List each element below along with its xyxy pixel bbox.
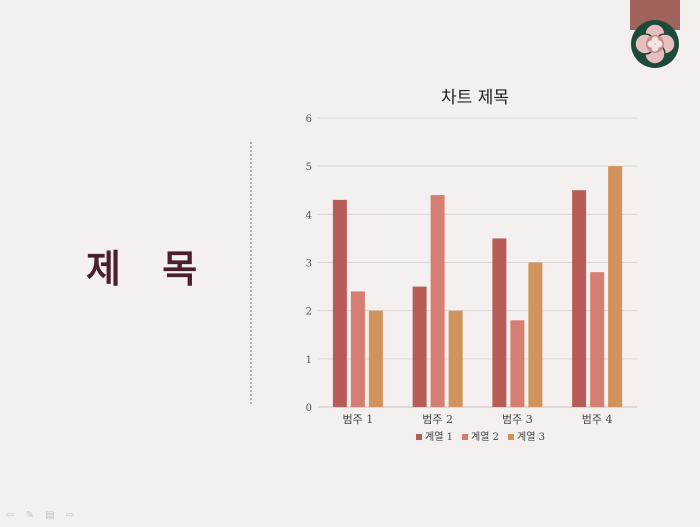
prev-arrow-icon[interactable]: ⇦ [5,510,15,521]
legend-swatch [462,434,468,440]
x-tick-label: 범주 2 [422,413,453,426]
y-tick-label: 0 [306,403,312,414]
y-tick-label: 1 [306,355,312,366]
bar [608,166,623,407]
slide-title: 제 목 [86,247,212,291]
x-tick-label: 범주 1 [343,413,374,426]
bar [430,195,445,407]
y-tick-label: 4 [306,210,312,221]
bar [572,190,587,407]
legend-swatch [508,434,514,440]
y-tick-label: 3 [306,259,312,270]
slideshow-controls: ⇦ ✎ ▤ ⇨ [3,510,77,522]
y-tick-label: 6 [306,114,312,125]
legend-label: 계열 2 [471,431,499,443]
chart-title: 차트 제목 [441,88,509,108]
y-tick-label: 5 [306,162,312,173]
bar [528,262,543,407]
bar [368,310,383,407]
pen-icon[interactable]: ✎ [25,510,35,521]
flower-emblem-icon [630,0,680,68]
next-arrow-icon[interactable]: ⇨ [65,510,75,521]
x-tick-label: 범주 3 [502,413,533,426]
slides-icon[interactable]: ▤ [45,510,55,521]
bar [332,199,347,407]
y-tick-label: 2 [306,307,312,318]
bar [412,286,427,407]
bar [448,310,463,407]
bar [590,272,605,407]
x-tick-label: 범주 4 [582,413,613,426]
legend-swatch [416,434,422,440]
bar [492,238,507,407]
legend-label: 계열 1 [425,431,453,443]
legend-label: 계열 3 [517,431,545,443]
bar [510,320,525,407]
bar [350,291,365,407]
divider-line [250,142,252,404]
